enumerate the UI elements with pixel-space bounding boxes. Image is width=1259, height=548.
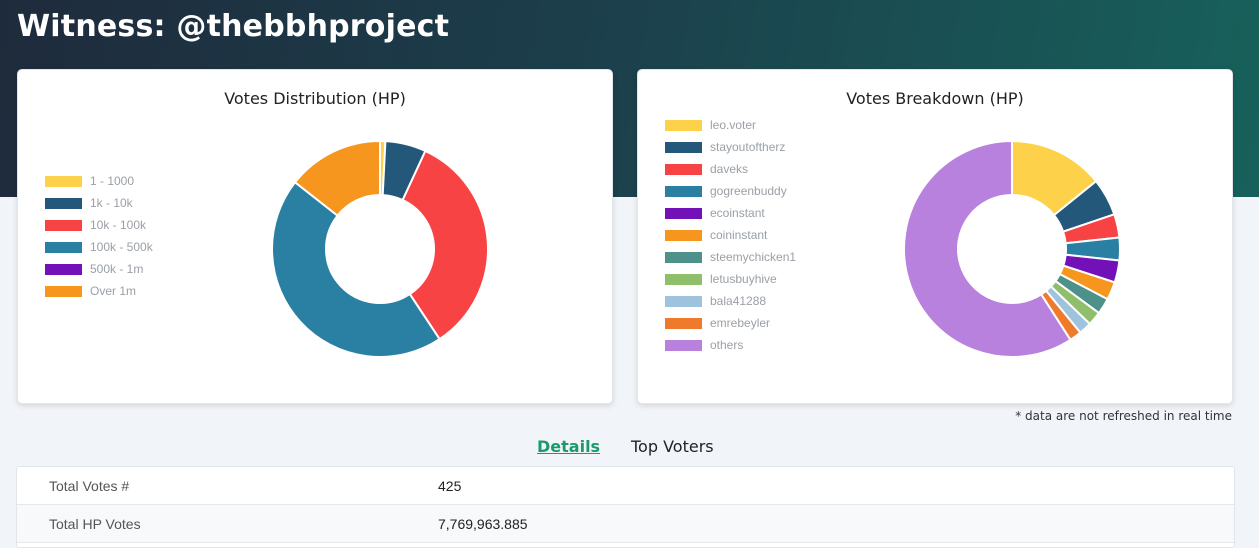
votes-distribution-card: Votes Distribution (HP) 1 - 1000 1k - 10k… xyxy=(17,69,613,404)
legend-swatch xyxy=(45,263,82,275)
legend-item[interactable]: emrebeyler xyxy=(665,312,796,334)
legend-swatch xyxy=(45,175,82,187)
legend-item[interactable]: coininstant xyxy=(665,224,796,246)
refresh-note: * data are not refreshed in real time xyxy=(1015,409,1232,423)
table-row: Total Votes # 425 xyxy=(17,467,1234,505)
tab-details[interactable]: Details xyxy=(537,437,601,456)
legend-item[interactable]: steemychicken1 xyxy=(665,246,796,268)
legend-item[interactable]: stayoutoftherz xyxy=(665,136,796,158)
legend-swatch xyxy=(665,119,702,131)
legend-swatch xyxy=(665,163,702,175)
legend-item[interactable]: 1k - 10k xyxy=(45,192,153,214)
votes-breakdown-donut xyxy=(903,140,1121,358)
row-value: 7,769,963.885 xyxy=(438,516,528,532)
row-label: Total HP Votes xyxy=(49,516,141,532)
legend-swatch xyxy=(665,317,702,329)
votes-breakdown-card: Votes Breakdown (HP) leo.voter stayoutoft… xyxy=(637,69,1233,404)
legend-label: letusbuyhive xyxy=(710,272,777,286)
legend-swatch xyxy=(665,295,702,307)
legend-item[interactable]: gogreenbuddy xyxy=(665,180,796,202)
legend-swatch xyxy=(45,285,82,297)
legend-label: Over 1m xyxy=(90,284,137,298)
legend-label: ecoinstant xyxy=(710,206,765,220)
legend-label: leo.voter xyxy=(710,118,757,132)
legend-swatch xyxy=(45,241,82,253)
legend-label: steemychicken1 xyxy=(710,250,797,264)
table-row: Total HP Votes 7,769,963.885 xyxy=(17,505,1234,543)
detail-tabs: Details Top Voters xyxy=(0,437,1259,459)
legend-item[interactable]: letusbuyhive xyxy=(665,268,796,290)
legend-swatch xyxy=(665,207,702,219)
legend-label: 100k - 500k xyxy=(90,240,153,254)
legend-item[interactable]: leo.voter xyxy=(665,114,796,136)
legend-item[interactable]: bala41288 xyxy=(665,290,796,312)
legend-swatch xyxy=(665,141,702,153)
row-label: Total Votes # xyxy=(49,478,130,494)
tab-top-voters[interactable]: Top Voters xyxy=(631,437,714,456)
votes-distribution-legend: 1 - 1000 1k - 10k 10k - 100k 100k - 500k 500… xyxy=(45,170,153,302)
legend-swatch xyxy=(665,251,702,263)
legend-item[interactable]: 100k - 500k xyxy=(45,236,153,258)
legend-swatch xyxy=(665,273,702,285)
legend-item[interactable]: 1 - 1000 xyxy=(45,170,153,192)
legend-swatch xyxy=(45,197,82,209)
legend-label: stayoutoftherz xyxy=(710,140,786,154)
page-title: Witness: @thebbhproject xyxy=(17,9,450,44)
donut-slice-over-1m[interactable] xyxy=(293,140,381,218)
legend-swatch xyxy=(665,185,702,197)
donut-slice-others[interactable] xyxy=(903,140,1072,358)
votes-distribution-title: Votes Distribution (HP) xyxy=(224,89,406,108)
row-value: 425 xyxy=(438,478,462,494)
legend-label: daveks xyxy=(710,162,749,176)
legend-label: bala41288 xyxy=(710,294,767,308)
legend-item[interactable]: ecoinstant xyxy=(665,202,796,224)
legend-swatch xyxy=(45,219,82,231)
votes-breakdown-legend: leo.voter stayoutoftherz daveks gogreenbudd… xyxy=(665,114,796,356)
legend-item[interactable]: others xyxy=(665,334,796,356)
legend-label: coininstant xyxy=(710,228,768,242)
legend-item[interactable]: daveks xyxy=(665,158,796,180)
legend-label: emrebeyler xyxy=(710,316,771,330)
legend-label: gogreenbuddy xyxy=(710,184,787,198)
votes-distribution-donut xyxy=(271,140,489,358)
legend-item[interactable]: 10k - 100k xyxy=(45,214,153,236)
details-table: Total Votes # 425 Total HP Votes 7,769,9… xyxy=(16,466,1235,548)
legend-label: 500k - 1m xyxy=(90,262,144,276)
legend-swatch xyxy=(665,229,702,241)
legend-label: 10k - 100k xyxy=(90,218,147,232)
legend-swatch xyxy=(665,339,702,351)
legend-item[interactable]: 500k - 1m xyxy=(45,258,153,280)
legend-item[interactable]: Over 1m xyxy=(45,280,153,302)
donut-slice-100k-500k[interactable] xyxy=(271,180,441,358)
legend-label: 1 - 1000 xyxy=(90,174,135,188)
votes-breakdown-title: Votes Breakdown (HP) xyxy=(846,89,1024,108)
legend-label: others xyxy=(710,338,744,352)
donut-slice-10k-100k[interactable] xyxy=(401,149,489,341)
legend-label: 1k - 10k xyxy=(90,196,133,210)
